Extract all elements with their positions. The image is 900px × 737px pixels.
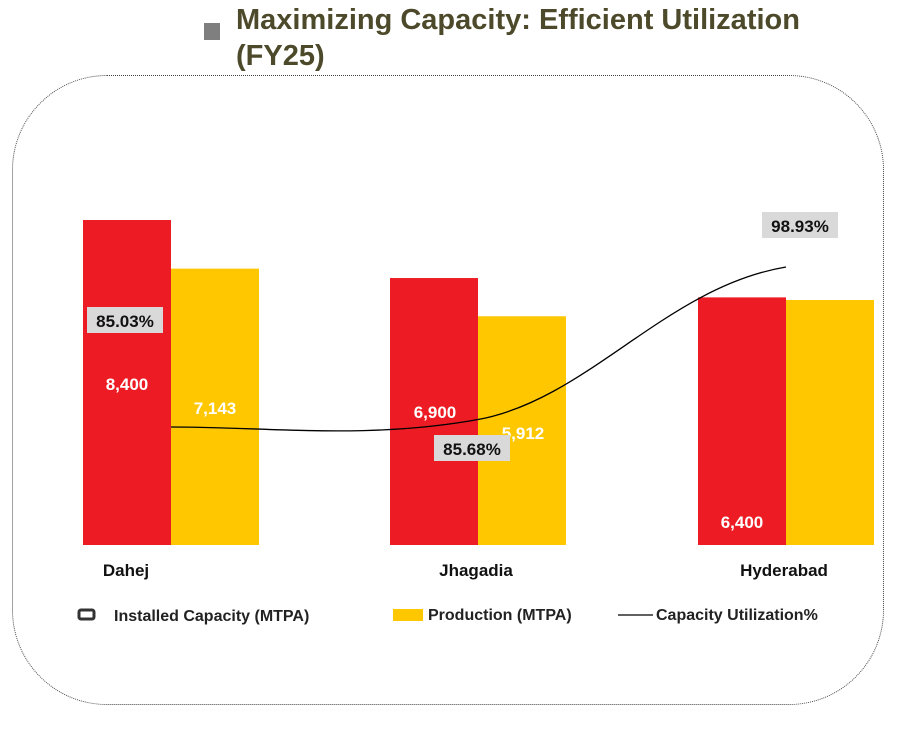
bar-installed-hyderabad xyxy=(698,297,786,545)
category-label-hyderabad: Hyderabad xyxy=(740,561,828,580)
legend-production-label: Production (MTPA) xyxy=(428,607,572,624)
data-label-bg-utilization xyxy=(87,307,163,333)
bar-installed-jhagadia xyxy=(390,278,478,545)
bar-production-dahej xyxy=(171,268,259,545)
data-label-utilization: 98.93% xyxy=(771,217,829,236)
chart-title: Maximizing Capacity: Efficient Utilizati… xyxy=(236,4,800,72)
legend-installed-icon xyxy=(77,608,96,621)
data-label-production: 7,143 xyxy=(194,399,237,418)
data-label-production: 5,912 xyxy=(502,424,545,443)
data-label-utilization: 85.68% xyxy=(443,440,501,459)
data-label-installed: 6,400 xyxy=(721,513,764,532)
chart-frame xyxy=(12,75,884,705)
bar-production-jhagadia xyxy=(478,316,566,545)
data-label-installed: 8,400 xyxy=(106,375,149,394)
category-label-dahej: Dahej xyxy=(103,561,149,580)
data-label-bg-utilization xyxy=(762,212,838,238)
data-label-utilization: 85.03% xyxy=(96,312,154,331)
category-label-jhagadia: Jhagadia xyxy=(439,561,513,580)
bar-production-hyderabad xyxy=(786,300,874,545)
legend-production-icon xyxy=(393,609,423,621)
title-bullet-icon xyxy=(204,23,220,40)
data-label-bg-utilization xyxy=(434,435,510,461)
legend-utilization-label: Capacity Utilization% xyxy=(656,607,818,624)
legend-installed-label: Installed Capacity (MTPA) xyxy=(114,608,309,625)
utilization-line xyxy=(170,266,787,432)
data-label-installed: 6,900 xyxy=(414,403,457,422)
bar-installed-dahej xyxy=(83,220,171,545)
